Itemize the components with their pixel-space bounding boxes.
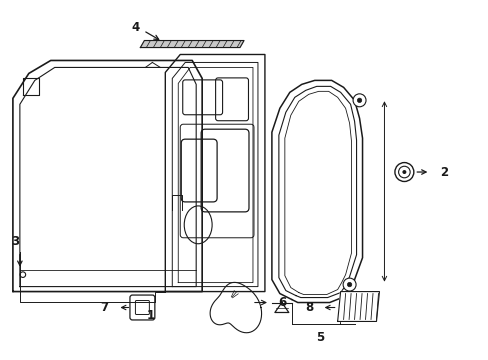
Text: 2: 2 (439, 166, 447, 179)
Polygon shape (140, 41, 244, 48)
Circle shape (352, 94, 366, 107)
Polygon shape (337, 292, 379, 321)
Circle shape (343, 278, 355, 291)
Text: 7: 7 (100, 301, 108, 314)
Text: 3: 3 (11, 235, 19, 248)
Text: 1: 1 (146, 309, 154, 322)
Circle shape (357, 98, 361, 103)
Text: 8: 8 (305, 301, 313, 314)
Circle shape (402, 170, 406, 174)
Text: 4: 4 (131, 21, 139, 34)
Text: 5: 5 (315, 331, 323, 344)
Circle shape (346, 282, 351, 287)
Text: 6: 6 (277, 296, 285, 309)
